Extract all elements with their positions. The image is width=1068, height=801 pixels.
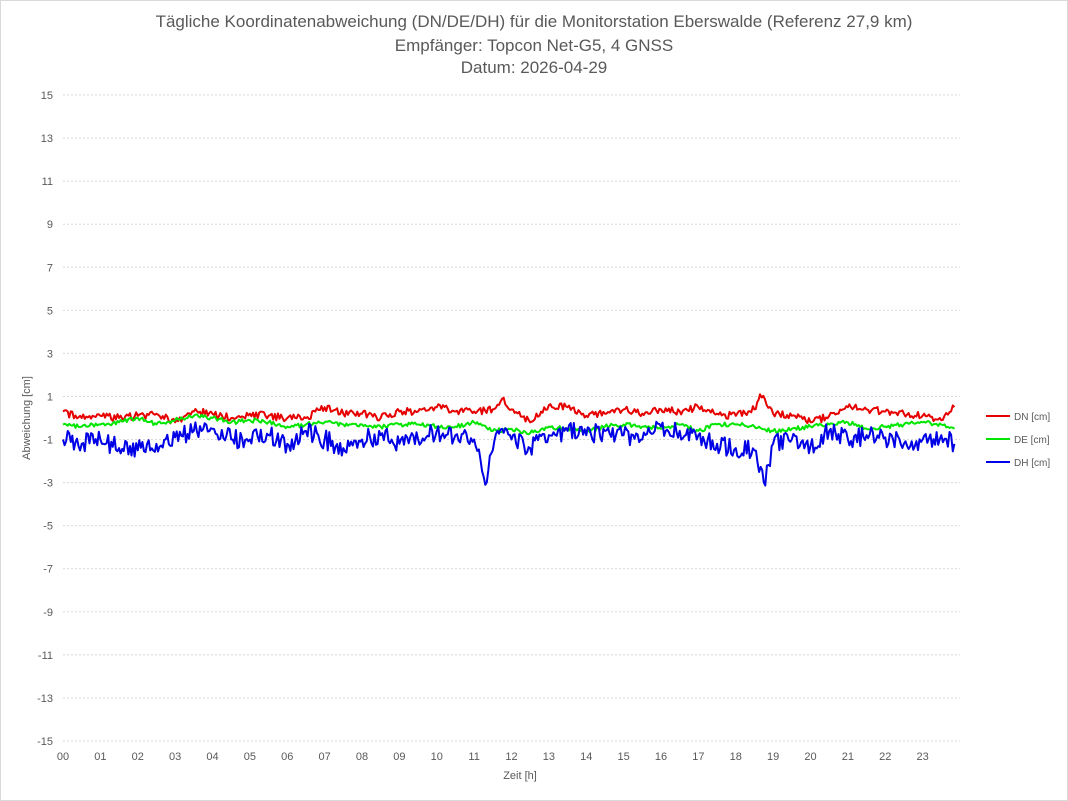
x-tick-label: 21	[842, 751, 854, 763]
x-tick-label: 02	[132, 751, 144, 763]
x-tick-label: 23	[917, 751, 929, 763]
y-tick-label: -9	[43, 607, 53, 619]
x-tick-label: 10	[431, 751, 443, 763]
series-line-dn	[62, 393, 956, 425]
series-line-de	[62, 413, 956, 436]
x-tick-label: 12	[505, 751, 517, 763]
gridlines	[63, 94, 960, 742]
y-tick-label: 3	[47, 348, 53, 360]
y-tick-label: -5	[43, 521, 53, 533]
x-tick-label: 08	[356, 751, 368, 763]
x-tick-label: 16	[655, 751, 667, 763]
legend-label: DE [cm]	[1014, 435, 1050, 446]
x-tick-label: 01	[94, 751, 106, 763]
y-tick-label: 7	[47, 262, 53, 274]
x-tick-label: 17	[692, 751, 704, 763]
y-tick-labels: 15 13 11 9 7 5 3 1 -1 -3 -5 -7 -9 -11 -13 -15	[37, 90, 53, 748]
chart-title: Tägliche Koordinatenabweichung (DN/DE/DH…	[155, 12, 913, 31]
y-tick-label: 15	[41, 90, 53, 102]
series-lines	[62, 393, 956, 487]
legend-label: DN [cm]	[1014, 412, 1050, 423]
y-axis-title: Abweichung [cm]	[21, 376, 33, 460]
x-axis-title: Zeit [h]	[503, 770, 537, 782]
x-tick-label: 11	[468, 751, 479, 763]
y-tick-label: 1	[47, 391, 53, 403]
x-tick-label: 18	[730, 751, 742, 763]
x-tick-labels: 00 01 02 03 04 05 06 07 08 09 10 11 12 13 14 15 16 17 18 19…	[57, 751, 929, 763]
x-tick-label: 13	[543, 751, 555, 763]
chart-date: Datum: 2026-04-29	[460, 58, 608, 77]
y-tick-label: 9	[47, 219, 53, 231]
x-tick-label: 04	[206, 751, 218, 763]
legend: DN [cm] DE [cm] DH [cm]	[986, 412, 1050, 469]
y-tick-label: -3	[43, 478, 53, 490]
y-tick-label: -13	[37, 693, 53, 705]
x-tick-label: 19	[767, 751, 779, 763]
x-tick-label: 09	[393, 751, 405, 763]
y-tick-label: -11	[38, 650, 53, 662]
y-tick-label: 11	[42, 176, 53, 188]
y-tick-label: 13	[41, 133, 53, 145]
x-tick-label: 20	[804, 751, 816, 763]
chart-subtitle: Empfänger: Topcon Net-G5, 4 GNSS	[394, 36, 674, 55]
y-tick-label: -15	[37, 736, 53, 748]
x-tick-label: 14	[580, 751, 592, 763]
x-tick-label: 07	[319, 751, 331, 763]
x-tick-label: 05	[244, 751, 256, 763]
x-tick-label: 22	[879, 751, 891, 763]
y-tick-label: -7	[43, 564, 53, 576]
y-tick-label: 5	[47, 305, 53, 317]
y-tick-label: -1	[43, 435, 53, 447]
x-tick-label: 15	[618, 751, 630, 763]
x-tick-label: 03	[169, 751, 181, 763]
x-tick-label: 00	[57, 751, 69, 763]
series-line-dh	[62, 420, 956, 487]
x-tick-label: 06	[281, 751, 293, 763]
legend-label: DH [cm]	[1014, 458, 1050, 469]
